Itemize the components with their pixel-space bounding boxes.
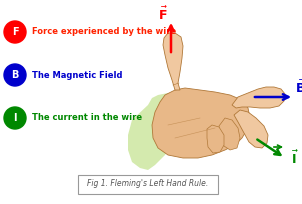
Polygon shape	[232, 87, 285, 108]
Text: Force experienced by the wire: Force experienced by the wire	[32, 28, 176, 37]
Polygon shape	[234, 110, 268, 148]
Text: $\mathbf{\vec{F}}$: $\mathbf{\vec{F}}$	[158, 6, 168, 23]
Text: $\mathbf{\vec{I}}$: $\mathbf{\vec{I}}$	[291, 149, 299, 167]
Circle shape	[4, 64, 26, 86]
Text: $\mathbf{\vec{B}}$: $\mathbf{\vec{B}}$	[295, 78, 302, 96]
Text: The Magnetic Field: The Magnetic Field	[32, 71, 123, 80]
Text: The current in the wire: The current in the wire	[32, 113, 142, 122]
Polygon shape	[163, 33, 183, 90]
Polygon shape	[207, 125, 224, 153]
Text: I: I	[13, 113, 17, 123]
Text: B: B	[11, 70, 19, 80]
Text: Fig 1. Fleming's Left Hand Rule.: Fig 1. Fleming's Left Hand Rule.	[87, 180, 209, 188]
Polygon shape	[152, 88, 250, 158]
Text: F: F	[12, 27, 18, 37]
Polygon shape	[219, 118, 240, 150]
Polygon shape	[128, 93, 182, 170]
FancyBboxPatch shape	[78, 174, 218, 194]
Circle shape	[4, 107, 26, 129]
Circle shape	[4, 21, 26, 43]
